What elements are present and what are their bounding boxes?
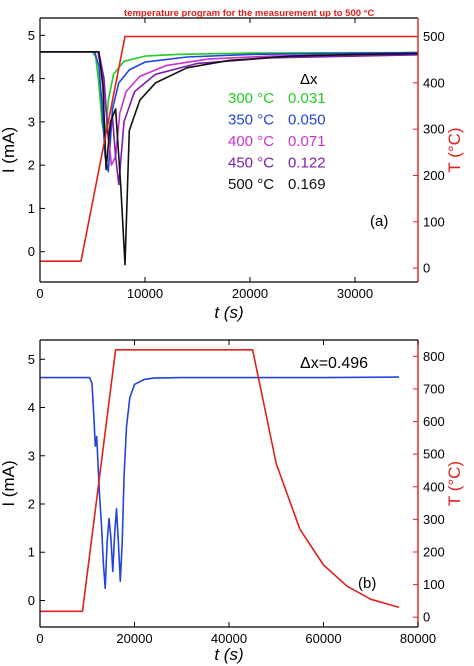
panel-a-ytick-right-label-3: 300 xyxy=(423,122,445,137)
panel-a-x-axis-label: t (s) xyxy=(214,303,243,322)
panel-b-ytick-right-label-5: 500 xyxy=(423,447,445,462)
panel-b-xtick-label-0: 0 xyxy=(36,631,43,646)
panel-a-series-1-line xyxy=(40,50,419,173)
panel-b-ytick-right-label-0: 0 xyxy=(423,610,430,625)
panel-a-y-axis-left-label: I (mA) xyxy=(0,127,18,173)
panel-a-ytick-left-label-0: 0 xyxy=(28,244,35,259)
panel-a-legend-temp-2: 400 °C xyxy=(228,133,274,150)
panel-a-legend-temp-1: 350 °C xyxy=(228,112,274,129)
panel-a-series-5-line xyxy=(40,35,418,263)
panel-a-legend-dx-3: 0.122 xyxy=(288,155,326,172)
panel-a-series-2-line xyxy=(40,50,419,166)
panel-a-xtick-label-1: 10000 xyxy=(127,286,163,301)
panel-b-series-1-line xyxy=(40,348,400,613)
panel-b-ytick-left-label-4: 4 xyxy=(28,400,35,415)
panel-a-xtick-label-3: 30000 xyxy=(337,286,373,301)
panel-b-ytick-left-label-2: 2 xyxy=(28,497,35,512)
panel-a-series-3-line xyxy=(40,50,419,186)
panel-a-legend-temp-4: 500 °C xyxy=(228,176,274,193)
panel-b-xtick-label-4: 80000 xyxy=(400,631,436,646)
panel-b-x-axis-label: t (s) xyxy=(214,645,243,664)
panel-b-series-0-line xyxy=(40,376,400,590)
panel-a-legend-temp-3: 450 °C xyxy=(228,155,274,172)
panel-a-ytick-right-label-2: 200 xyxy=(423,168,445,183)
panel-b-annotation: Δx=0.496 xyxy=(300,355,368,372)
panel-b-ytick-left-label-3: 3 xyxy=(28,448,35,463)
panel-a-legend-dx-0: 0.031 xyxy=(288,90,326,107)
panel-a-ytick-left-label-3: 3 xyxy=(28,114,35,129)
panel-b-ytick-right-label-3: 300 xyxy=(423,512,445,527)
panel-a-panel-label: (a) xyxy=(370,213,388,230)
panel-b-ytick-right-label-4: 400 xyxy=(423,479,445,494)
panel-b-ytick-right-label-6: 600 xyxy=(423,414,445,429)
panel-b-xtick-label-3: 60000 xyxy=(305,631,341,646)
panel-b-xtick-label-1: 20000 xyxy=(116,631,152,646)
panel-b-panel-label: (b) xyxy=(358,575,376,592)
panel-a-ytick-right-label-0: 0 xyxy=(423,261,430,276)
panel-a-xtick-label-2: 20000 xyxy=(232,286,268,301)
panel-a-legend-header: Δx xyxy=(300,71,318,88)
panel-a-legend-dx-1: 0.050 xyxy=(288,112,326,129)
panel-b-ytick-left-label-5: 5 xyxy=(28,352,35,367)
panel-a-ytick-right-label-5: 500 xyxy=(423,29,445,44)
panel-b-ytick-right-label-2: 200 xyxy=(423,544,445,559)
panel-b-ytick-right-label-8: 800 xyxy=(423,349,445,364)
panel-a-legend-dx-4: 0.169 xyxy=(288,176,326,193)
panel-a-y-axis-right-label: T (°C) xyxy=(445,127,464,172)
panel-a-series-4-line xyxy=(40,50,419,266)
panel-b-xtick-label-2: 40000 xyxy=(211,631,247,646)
panel-b-ytick-left-label-1: 1 xyxy=(28,545,35,560)
panel-b-ytick-right-label-1: 100 xyxy=(423,577,445,592)
panel-a-legend-temp-0: 300 °C xyxy=(228,90,274,107)
panel-b-ytick-left-label-0: 0 xyxy=(28,593,35,608)
panel-a-ytick-left-label-1: 1 xyxy=(28,201,35,216)
panel-a-ytick-left-label-2: 2 xyxy=(28,158,35,173)
panel-a-xtick-label-0: 0 xyxy=(36,286,43,301)
panel-b-ytick-right-label-7: 700 xyxy=(423,381,445,396)
panel-b-y-axis-left-label: I (mA) xyxy=(0,460,18,506)
panel-b-y-axis-right-label: T (°C) xyxy=(445,461,464,506)
panel-a-ytick-right-label-4: 400 xyxy=(423,75,445,90)
panel-a-ytick-left-label-5: 5 xyxy=(28,28,35,43)
panel-a-ytick-left-label-4: 4 xyxy=(28,71,35,86)
panel-a-ytick-right-label-1: 100 xyxy=(423,214,445,229)
panel-a-legend-dx-2: 0.071 xyxy=(288,133,326,150)
panel-a-annotation: temperature program for the measurement … xyxy=(124,8,374,19)
